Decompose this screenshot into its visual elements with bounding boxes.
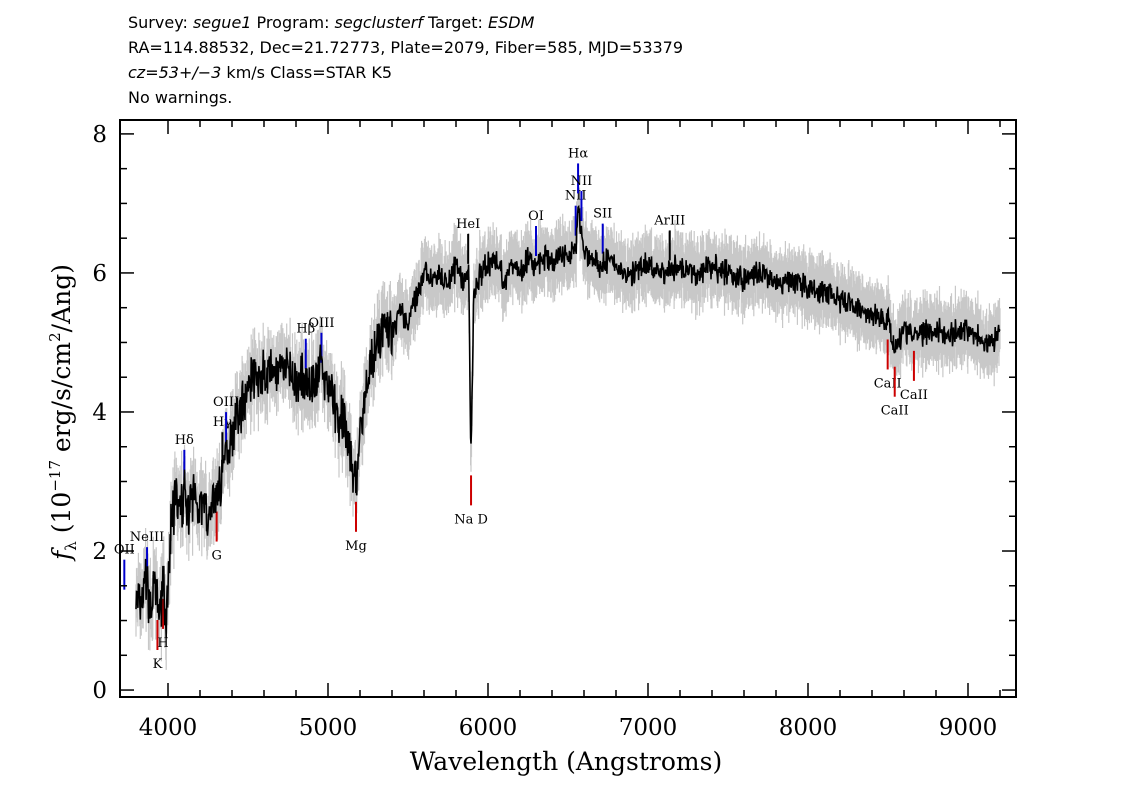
x-tick-label: 7000 (619, 715, 678, 741)
line-label: HeI (456, 217, 480, 232)
line-label: NII (565, 189, 587, 204)
line-label: G (211, 549, 221, 564)
x-tick-label: 9000 (939, 715, 998, 741)
axes: 4000 5000 6000 7000 8000 9000 0 2 4 6 8 (92, 119, 1017, 741)
y-tick-label: 4 (92, 400, 107, 426)
line-label: Hγ (213, 415, 232, 430)
line-label: Hβ (296, 322, 315, 337)
plot-frame (119, 119, 1017, 698)
line-label: ArIII (653, 213, 685, 228)
x-axis-title: Wavelength (Angstroms) (410, 747, 722, 776)
x-tick-label: 4000 (139, 715, 198, 741)
line-label: K (153, 657, 163, 672)
line-label: CaII (900, 388, 928, 403)
line-label: SII (593, 207, 612, 222)
y-tick-label: 6 (92, 261, 107, 287)
line-label: Hδ (175, 433, 194, 448)
x-tick-label: 6000 (459, 715, 518, 741)
line-label: NII (571, 174, 593, 189)
line-label: Na D (454, 512, 488, 527)
header-line-3: cz=53+/−3 km/s Class=STAR K5 (128, 63, 392, 82)
y-tick-label: 0 (92, 678, 107, 704)
line-label: Mg (345, 539, 367, 554)
flux-series (135, 204, 1001, 638)
header-line-1: Survey: segue1 Program: segclusterf Targ… (128, 13, 535, 32)
line-label: OIII (213, 395, 239, 410)
line-label: Hα (568, 146, 588, 161)
flux-line (135, 204, 1001, 638)
line-label: OIII (308, 316, 334, 331)
x-tick-label: 8000 (779, 715, 838, 741)
y-axis-title: fλ (10−17 erg/s/cm2/Ang) (46, 264, 80, 562)
line-label: CaII (881, 404, 909, 419)
x-tick-label: 5000 (299, 715, 358, 741)
header-line-2: RA=114.88532, Dec=21.72773, Plate=2079, … (128, 38, 683, 57)
line-label: NeIII (130, 530, 164, 545)
line-label: CaII (874, 376, 902, 391)
line-label: H (157, 636, 168, 651)
line-label: OI (528, 209, 544, 224)
y-tick-label: 8 (92, 122, 107, 148)
header-line-4: No warnings. (128, 88, 232, 107)
y-tick-label: 2 (92, 539, 107, 565)
